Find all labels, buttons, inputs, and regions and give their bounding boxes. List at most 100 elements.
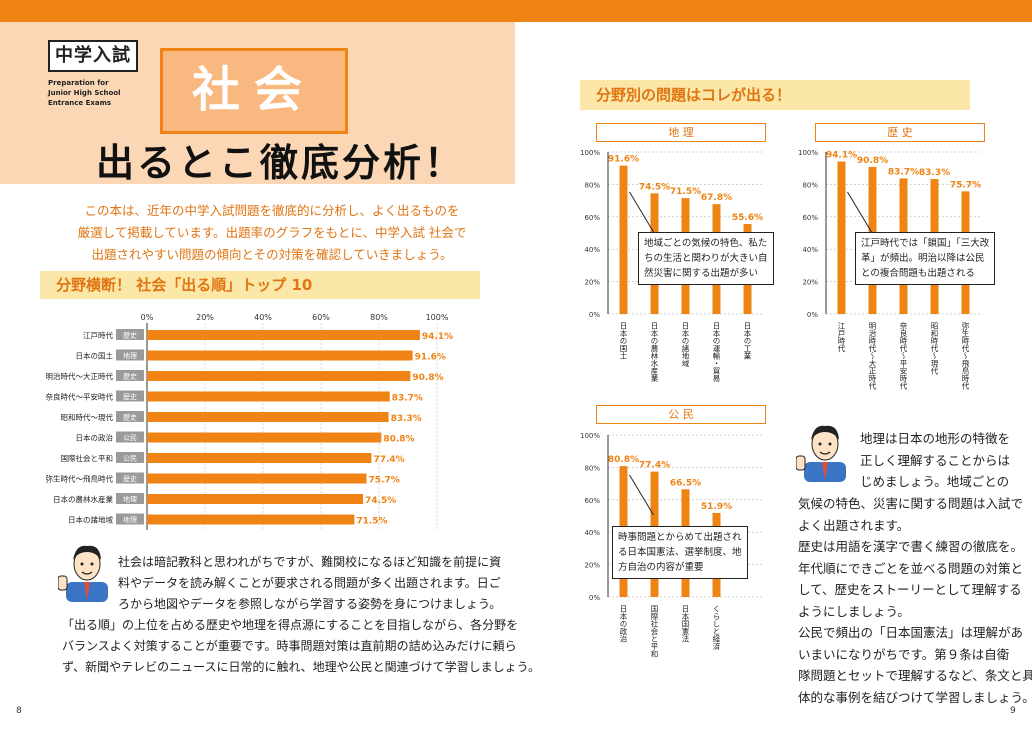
right-note-line: いまいになりがちです。第９条は自衛 xyxy=(798,646,1010,662)
callout-line: 時事問題とからめて出題され xyxy=(618,532,742,543)
chart-title-geography: 地 理 xyxy=(596,123,766,142)
callout-geography: 地域ごとの気候の特色、私た ちの生活と関わりが大きい自 然災害に関する出題が多い xyxy=(638,232,774,285)
ranking-bar xyxy=(147,473,367,484)
callout-line: 革」が頻出。明治以降は公民 xyxy=(861,253,985,264)
page-number-right: 9 xyxy=(1010,706,1016,716)
category-english-line: Preparation for xyxy=(48,79,109,87)
ranking-bar xyxy=(147,453,372,463)
callout-pointer xyxy=(629,474,654,516)
chart-y-tick: 100% xyxy=(580,432,600,440)
ranking-axis-tick: 20% xyxy=(196,313,214,322)
left-note-line: ろから地図やデータを参照しながら学習する姿勢を身につけましょう。 xyxy=(118,597,502,611)
ranking-tag-bg xyxy=(116,390,144,402)
ranking-tag: 公民 xyxy=(123,434,137,442)
chart-category-label: 国際社会と平和 xyxy=(650,605,659,659)
chart-y-tick: 0% xyxy=(589,311,600,319)
chart-category-label: 明治時代～大正時代 xyxy=(868,322,877,391)
right-note-line: ようにしましょう。 xyxy=(798,603,910,619)
ranking-bar xyxy=(147,432,382,443)
chart-y-tick: 0% xyxy=(589,594,600,602)
left-note-line: 料やデータを読み解くことが要求される問題が多く出題されます。日ご xyxy=(118,576,501,590)
ranking-tag: 地理 xyxy=(123,495,137,504)
chart-value-label: 74.5% xyxy=(639,182,670,192)
intro-line: 出題されやすい問題の傾向とその対策を確認していきましょう。 xyxy=(91,247,453,262)
chart-y-tick: 40% xyxy=(802,246,818,254)
right-note-line: じめましょう。地域ごとの xyxy=(860,474,1010,489)
ranking-tag: 地理 xyxy=(123,351,137,360)
right-note-line: 地理は日本の地形の特徴を xyxy=(860,431,1011,446)
avatar-hair xyxy=(73,545,101,560)
chart-category-label: くらしと経済 xyxy=(712,605,721,651)
chart-category-label: 昭和時代～現代 xyxy=(930,322,939,376)
ranking-tag-bg xyxy=(116,411,144,422)
chart-y-tick: 40% xyxy=(584,529,600,537)
chart-value-label: 94.1% xyxy=(826,151,857,161)
ranking-tag-bg xyxy=(116,452,144,463)
chart-y-tick: 80% xyxy=(584,464,600,472)
chart-y-tick: 100% xyxy=(580,149,600,157)
chart-y-tick: 60% xyxy=(584,214,600,222)
intro-text: この本は、近年の中学入試問題を徹底的に分析し、よく出るものを 厳選して掲載してい… xyxy=(62,200,482,266)
right-note: 地理は日本の地形の特徴を 正しく理解することからは じめましょう。地域ごとの xyxy=(860,428,1011,493)
ranking-tag: 歴史 xyxy=(123,372,137,381)
thumbs-up-icon xyxy=(796,455,806,471)
intro-line: この本は、近年の中学入試問題を徹底的に分析し、よく出るものを xyxy=(84,203,460,218)
chart-value-label: 51.9% xyxy=(701,502,732,512)
callout-pointer xyxy=(847,191,872,233)
right-note-continued: 気候の特色、災害に関する問題は入試で よく出題されます。 歴史は用語を漢字で書く… xyxy=(798,493,1032,708)
left-note-line: ず、新聞やテレビのニュースに日常的に触れ、地理や公民と関連づけて学習しましょう。 xyxy=(62,660,540,674)
chart-y-tick: 60% xyxy=(584,497,600,505)
section-title: 分野別の問題はコレが出る！ xyxy=(596,86,792,104)
ranking-label: 昭和時代～現代 xyxy=(61,412,114,422)
ranking-value-label: 77.4% xyxy=(373,455,404,465)
right-note-line: 体的な事例を結びつけて学習しましょう。 xyxy=(798,689,1032,705)
callout-civics: 時事問題とからめて出題され る日本国憲法、選挙制度、地 方自治の内容が重要 xyxy=(612,526,748,579)
avatar-tie xyxy=(84,582,90,600)
callout-line: ちの生活と関わりが大きい自 xyxy=(644,253,768,264)
callout-line: との複合問題も出題される xyxy=(861,268,975,279)
chart-category-label: 弥生時代～飛鳥時代 xyxy=(961,321,970,391)
category-tag: 中学入試 xyxy=(48,40,138,72)
ranking-tag-bg xyxy=(116,370,144,381)
ranking-value-label: 94.1% xyxy=(422,332,453,342)
chart-category-label: 江戸時代 xyxy=(837,322,846,354)
chart-bar xyxy=(619,165,628,314)
ranking-bar xyxy=(147,412,389,422)
ranking-bar xyxy=(147,494,364,504)
chart-value-label: 55.6% xyxy=(732,213,763,223)
chart-category-label: 日本の諸地域 xyxy=(681,322,690,368)
ranking-axis-tick: 80% xyxy=(370,313,388,322)
chart-category-label: 日本の運輸・貿易 xyxy=(712,322,721,384)
teacher-avatar-right xyxy=(796,425,846,482)
category-english-line: Junior High School xyxy=(48,89,121,97)
ranking-bar xyxy=(147,350,413,361)
subject-title: 社会 xyxy=(160,48,348,134)
thumbs-up-icon xyxy=(58,575,68,591)
ranking-label: 奈良時代～平安時代 xyxy=(46,392,114,402)
ranking-value-label: 83.7% xyxy=(392,394,423,404)
callout-pointer xyxy=(629,191,654,233)
ranking-bar xyxy=(147,514,355,525)
ranking-tag: 公民 xyxy=(123,455,137,463)
ranking-tag: 歴史 xyxy=(123,392,137,401)
chart-category-label: 日本の工業 xyxy=(743,322,752,361)
chart-y-tick: 60% xyxy=(802,214,818,222)
ranking-axis-tick: 0% xyxy=(141,313,154,322)
right-note-line: 気候の特色、災害に関する問題は入試で xyxy=(798,496,1024,511)
chart-title-civics: 公 民 xyxy=(596,405,766,424)
ranking-label: 日本の諸地域 xyxy=(68,515,113,525)
ranking-tag-bg xyxy=(116,472,144,484)
ranking-value-label: 83.3% xyxy=(391,414,422,424)
ranking-label: 弥生時代～飛鳥時代 xyxy=(46,474,114,484)
callout-history: 江戸時代では「鎖国」「三大改 革」が頻出。明治以降は公民 との複合問題も出題され… xyxy=(855,232,996,285)
callout-line: 方自治の内容が重要 xyxy=(618,562,704,573)
chart-y-tick: 100% xyxy=(798,149,818,157)
ranking-label: 江戸時代 xyxy=(83,330,113,340)
category-english: Preparation for Junior High School Entra… xyxy=(48,78,128,108)
ranking-value-label: 91.6% xyxy=(415,353,446,363)
chart-value-label: 91.6% xyxy=(608,155,639,165)
callout-line: 然災害に関する出題が多い xyxy=(644,268,759,279)
ranking-axis-tick: 60% xyxy=(312,313,330,322)
callout-line: 江戸時代では「鎖国」「三大改 xyxy=(861,238,990,249)
ranking-tag: 地理 xyxy=(123,515,137,524)
